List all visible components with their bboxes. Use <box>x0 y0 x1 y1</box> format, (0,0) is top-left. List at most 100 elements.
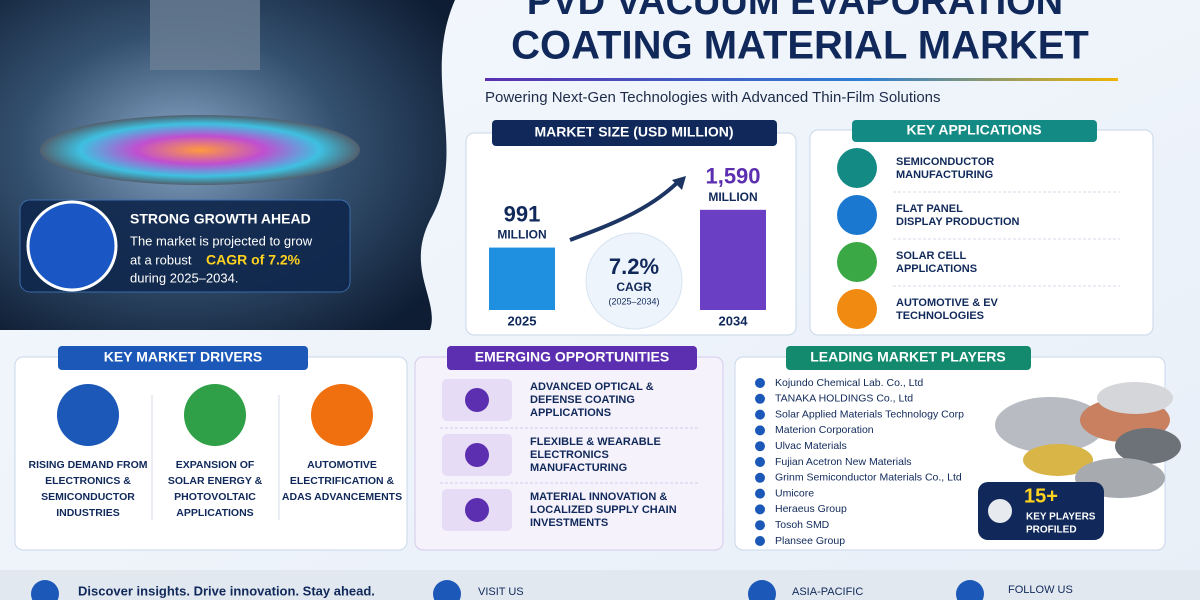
disc <box>995 397 1105 453</box>
opp-glyph <box>465 388 489 412</box>
player-bullet <box>755 472 765 483</box>
player-bullet <box>755 457 765 467</box>
driver-label: APPLICATIONS <box>176 507 253 519</box>
footer-icon <box>748 580 776 605</box>
footer-tagline: Discover insights. Drive innovation. Sta… <box>78 583 375 598</box>
driver-label: AUTOMOTIVE <box>307 459 377 471</box>
app-icon <box>837 289 877 329</box>
bar-year: 2025 <box>508 313 537 328</box>
driver-label: PHOTOVOLTAIC <box>174 491 256 503</box>
arrow-head <box>672 176 686 190</box>
count-value: 15+ <box>1024 485 1058 507</box>
player-bullet <box>755 536 765 546</box>
cagr-period: (2025–2034) <box>608 296 659 306</box>
growth-heading: STRONG GROWTH AHEAD <box>130 211 311 227</box>
footer-icon[interactable] <box>956 580 984 605</box>
disc <box>1097 382 1173 414</box>
footer-follow[interactable]: FOLLOW US <box>1008 584 1073 596</box>
player-bullet <box>755 441 765 452</box>
player-bullet <box>755 504 765 515</box>
panel-title: MARKET SIZE (USD MILLION) <box>534 124 733 140</box>
player-bullet <box>755 378 765 388</box>
app-label: MANUFACTURING <box>896 169 993 181</box>
growth-text: during 2025–2034. <box>130 270 238 285</box>
panel-title: LEADING MARKET PLAYERS <box>810 349 1006 365</box>
count-label: PROFILED <box>1026 525 1077 536</box>
bar <box>489 247 555 310</box>
opp-label: FLEXIBLE & WEARABLE <box>530 436 661 448</box>
driver-label: ELECTRIFICATION & <box>290 475 395 487</box>
app-icon <box>837 195 877 235</box>
panel-header <box>852 120 1097 142</box>
player-bullet <box>755 409 765 420</box>
driver-label: ELECTRONICS & <box>45 475 131 487</box>
subtitle: Powering Next-Gen Technologies with Adva… <box>485 89 941 106</box>
opp-label: MANUFACTURING <box>530 462 627 474</box>
opp-label: DEFENSE COATING <box>530 394 635 406</box>
wafer <box>40 115 360 185</box>
opp-label: ELECTRONICS <box>530 449 609 461</box>
bar-value: 1,590 <box>705 164 760 189</box>
chamber <box>150 0 260 70</box>
app-icon <box>837 148 877 188</box>
panel-header <box>58 346 308 370</box>
app-label: DISPLAY PRODUCTION <box>896 216 1020 228</box>
cagr-label: CAGR <box>616 280 652 294</box>
footer-visit[interactable]: VISIT US <box>478 586 524 598</box>
growth-text: at a robust <box>130 252 192 267</box>
driver-icon <box>184 384 246 446</box>
driver-label: SEMICONDUCTOR <box>41 491 135 503</box>
driver-label: INDUSTRIES <box>56 507 120 519</box>
bar-value: 991 <box>504 201 541 226</box>
driver-label: ADAS ADVANCEMENTS <box>282 491 402 503</box>
opp-label: ADVANCED OPTICAL & <box>530 381 654 393</box>
footer-icon <box>433 580 461 605</box>
player-name: Tosoh SMD <box>775 519 830 531</box>
opp-label: LOCALIZED SUPPLY CHAIN <box>530 504 677 516</box>
player-name: Fujian Acetron New Materials <box>775 456 912 468</box>
driver-label: RISING DEMAND FROM <box>29 459 148 471</box>
player-name: Umicore <box>775 487 814 499</box>
player-name: TANAKA HOLDINGS Co., Ltd <box>775 393 913 405</box>
player-name: Grinm Semiconductor Materials Co., Ltd <box>775 472 962 484</box>
app-label: TECHNOLOGIES <box>896 310 984 322</box>
opp-label: APPLICATIONS <box>530 407 611 419</box>
panel-title: KEY APPLICATIONS <box>906 122 1041 138</box>
opp-glyph <box>465 498 489 522</box>
app-label: AUTOMOTIVE & EV <box>896 297 999 309</box>
player-name: Heraeus Group <box>775 503 847 515</box>
driver-label: SOLAR ENERGY & <box>168 475 263 487</box>
app-label: APPLICATIONS <box>896 263 977 275</box>
app-label: FLAT PANEL <box>896 203 963 215</box>
player-name: Plansee Group <box>775 535 845 547</box>
opp-label: INVESTMENTS <box>530 517 608 529</box>
bar-unit: MILLION <box>497 228 546 242</box>
cagr-circle <box>585 232 683 330</box>
footer <box>0 570 1200 600</box>
player-name: Ulvac Materials <box>775 440 847 452</box>
count-box <box>978 482 1104 540</box>
player-bullet <box>755 393 765 404</box>
panel-header <box>492 120 777 146</box>
opp-label: MATERIAL INNOVATION & <box>530 491 667 503</box>
bar-year: 2034 <box>719 313 749 328</box>
app-label: SEMICONDUCTOR <box>896 156 994 168</box>
growth-text: The market is projected to grow <box>130 233 313 248</box>
disc <box>1023 444 1093 476</box>
title: COATING MATERIAL MARKET <box>511 24 1089 68</box>
driver-label: EXPANSION OF <box>176 459 255 471</box>
player-bullet <box>755 488 765 499</box>
app-icon <box>837 242 877 282</box>
driver-icon <box>311 384 373 446</box>
player-name: Solar Applied Materials Technology Corp <box>775 408 964 420</box>
panel-header <box>447 346 697 370</box>
growth-highlight: CAGR of 7.2% <box>206 252 301 268</box>
count-icon <box>988 499 1012 523</box>
arrow <box>569 178 682 242</box>
opp-glyph <box>465 443 489 467</box>
title: PVD VACUUM EVAPORATION <box>527 0 1063 23</box>
disc <box>1115 428 1181 464</box>
player-bullet <box>755 425 765 436</box>
bar <box>700 209 766 310</box>
